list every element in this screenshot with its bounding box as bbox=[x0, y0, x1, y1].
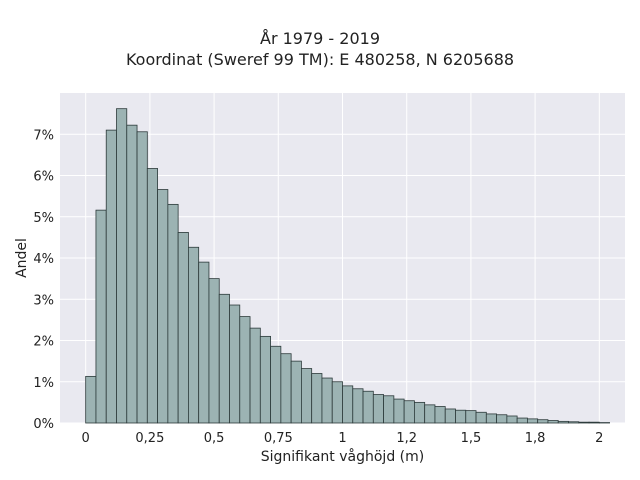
chart-title: År 1979 - 2019 bbox=[260, 29, 380, 48]
histogram-bar bbox=[568, 421, 580, 424]
y-tick-label: 5% bbox=[33, 211, 54, 226]
y-tick-label: 0% bbox=[33, 417, 54, 432]
histogram-bar bbox=[177, 232, 189, 424]
x-axis-ticks: 0 0,25 0,5 0,75 1 1,2 1,5 1,8 2 bbox=[82, 431, 604, 446]
y-tick-label: 1% bbox=[33, 376, 54, 391]
histogram-bar bbox=[208, 278, 220, 424]
histogram-bar bbox=[424, 404, 436, 424]
histogram-bar bbox=[249, 327, 261, 424]
histogram-bar bbox=[485, 413, 497, 424]
x-tick-label: 0,25 bbox=[135, 431, 164, 446]
histogram-bar bbox=[301, 368, 313, 424]
histogram-bar bbox=[434, 406, 446, 424]
histogram-bar bbox=[105, 129, 117, 424]
y-axis-ticks: 0% 1% 2% 3% 4% 5% 6% 7% bbox=[33, 128, 54, 432]
x-tick-label: 1,8 bbox=[525, 431, 546, 446]
histogram-bar bbox=[218, 293, 230, 424]
histogram-bar bbox=[95, 209, 107, 424]
y-tick-label: 3% bbox=[33, 293, 54, 308]
histogram-bar bbox=[393, 398, 405, 424]
histogram-bar bbox=[321, 377, 333, 424]
histogram-bar bbox=[475, 411, 487, 424]
histogram-bar bbox=[372, 394, 384, 424]
histogram-bar bbox=[588, 421, 600, 424]
histogram-bar bbox=[270, 345, 282, 424]
histogram-bar bbox=[557, 420, 569, 424]
chart-subtitle: Koordinat (Sweref 99 TM): E 480258, N 62… bbox=[125, 50, 515, 69]
x-axis-label: Signifikant våghöjd (m) bbox=[261, 448, 424, 465]
y-tick-label: 2% bbox=[33, 335, 54, 350]
histogram-bar bbox=[547, 420, 559, 424]
histogram-bar bbox=[136, 131, 148, 424]
histogram-bar bbox=[198, 261, 210, 424]
x-tick-label: 0,5 bbox=[204, 431, 225, 446]
histogram-bar bbox=[465, 410, 477, 424]
x-tick-label: 1 bbox=[338, 431, 346, 446]
histogram-bar bbox=[342, 385, 354, 424]
histogram-bar bbox=[188, 246, 200, 424]
histogram-bar bbox=[527, 418, 539, 424]
histogram-bar bbox=[331, 381, 343, 424]
histogram-bar bbox=[455, 409, 467, 424]
histogram-bar bbox=[414, 401, 426, 424]
histogram-bar bbox=[496, 414, 508, 424]
histogram-bar bbox=[352, 388, 364, 424]
histogram-bar bbox=[85, 375, 97, 424]
histogram-bar bbox=[126, 124, 138, 424]
histogram-bar bbox=[537, 419, 549, 424]
histogram-bar bbox=[157, 189, 169, 424]
histogram-bar bbox=[506, 415, 518, 424]
x-tick-label: 0 bbox=[82, 431, 90, 446]
histogram-bar bbox=[239, 316, 251, 424]
x-tick-label: 2 bbox=[595, 431, 603, 446]
histogram-bar bbox=[229, 304, 241, 424]
histogram-bar bbox=[444, 408, 456, 424]
y-axis-label: Andel bbox=[14, 238, 30, 278]
y-tick-label: 6% bbox=[33, 170, 54, 185]
histogram-bars bbox=[85, 108, 610, 424]
x-tick-label: 1,5 bbox=[461, 431, 482, 446]
histogram-bar bbox=[290, 360, 302, 424]
histogram-bar bbox=[280, 353, 292, 424]
histogram-bar bbox=[362, 390, 374, 424]
histogram-bar bbox=[403, 400, 415, 424]
histogram-bar bbox=[383, 395, 395, 424]
histogram-bar bbox=[116, 108, 128, 424]
histogram-bar bbox=[516, 417, 528, 424]
histogram-bar bbox=[311, 373, 323, 424]
histogram-bar bbox=[146, 168, 158, 424]
x-tick-label: 1,2 bbox=[396, 431, 417, 446]
histogram-bar bbox=[578, 421, 590, 424]
y-tick-label: 4% bbox=[33, 252, 54, 267]
histogram-bar bbox=[259, 335, 271, 424]
x-tick-label: 0,75 bbox=[264, 431, 293, 446]
y-tick-label: 7% bbox=[33, 128, 54, 143]
histogram-bar bbox=[167, 203, 179, 424]
